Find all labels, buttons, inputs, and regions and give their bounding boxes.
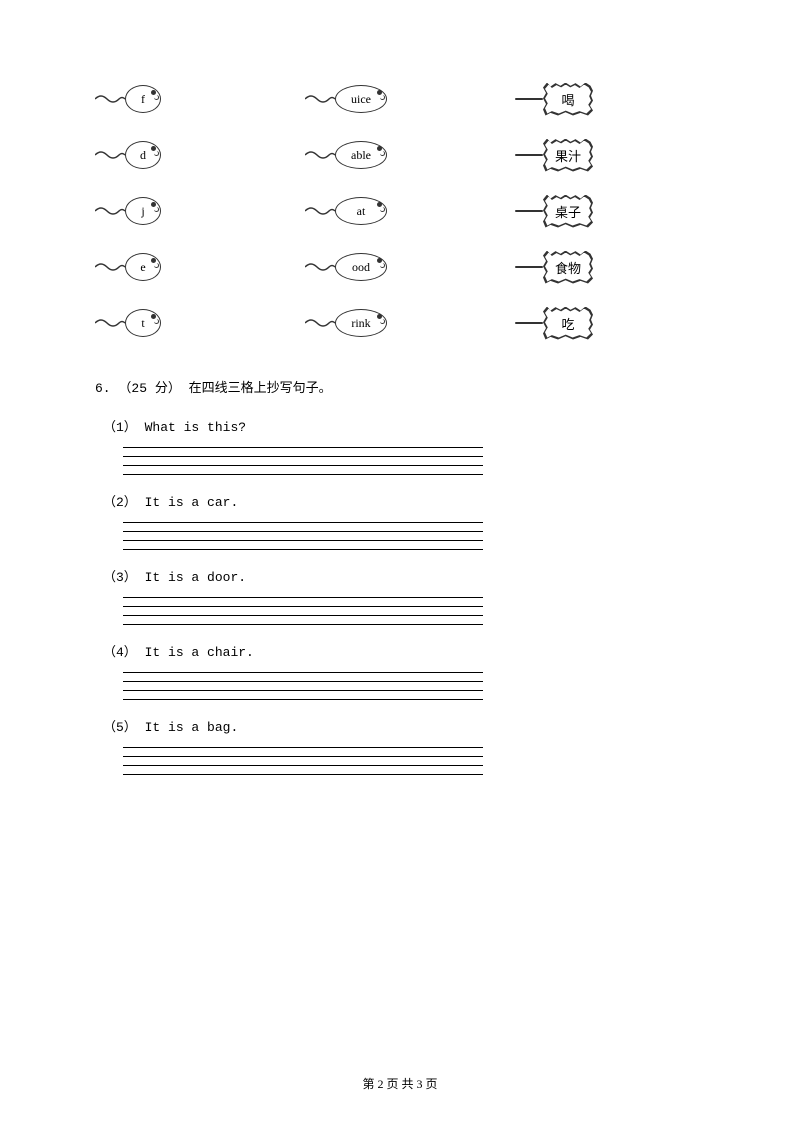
- tadpole-col2-row3: at: [305, 192, 495, 230]
- tadpole-text: j: [141, 204, 144, 219]
- question-instruction: 在四线三格上抄写句子。: [189, 381, 332, 396]
- tadpole-text: able: [351, 148, 371, 163]
- question-points: （25 分）: [118, 381, 180, 396]
- matching-exercise: f uice 喝 d able 果汁 j: [95, 80, 705, 342]
- leaf-row5: 吃: [515, 304, 705, 342]
- sub-question-3: （3） It is a door.: [95, 566, 705, 625]
- leaf-text: 喝: [545, 85, 591, 114]
- leaf-row4: 食物: [515, 248, 705, 286]
- tadpole-text: t: [141, 316, 144, 331]
- sub-question-5: （5） It is a bag.: [95, 716, 705, 775]
- tadpole-col2-row5: rink: [305, 304, 495, 342]
- tadpole-text: f: [141, 92, 145, 107]
- tadpole-text: at: [357, 204, 366, 219]
- question-6-header: 6. （25 分） 在四线三格上抄写句子。: [95, 377, 705, 396]
- leaf-text: 果汁: [545, 141, 591, 170]
- writing-lines: [123, 522, 483, 550]
- tadpole-col2-row1: uice: [305, 80, 495, 118]
- writing-lines: [123, 672, 483, 700]
- leaf-row3: 桌子: [515, 192, 705, 230]
- leaf-text: 吃: [545, 309, 591, 338]
- sub-number: （2）: [103, 495, 137, 510]
- sub-sentence: What is this?: [145, 420, 246, 435]
- tadpole-text: uice: [351, 92, 371, 107]
- sub-question-4: （4） It is a chair.: [95, 641, 705, 700]
- tadpole-col2-row2: able: [305, 136, 495, 174]
- tadpole-text: e: [140, 260, 145, 275]
- question-number: 6.: [95, 381, 111, 396]
- writing-lines: [123, 447, 483, 475]
- tadpole-text: rink: [351, 316, 370, 331]
- tadpole-col1-row1: f: [95, 80, 285, 118]
- sub-number: （3）: [103, 570, 137, 585]
- page-number: 第 2 页 共 3 页: [362, 1077, 437, 1091]
- tadpole-col1-row3: j: [95, 192, 285, 230]
- sub-sentence: It is a door.: [145, 570, 246, 585]
- leaf-text: 桌子: [545, 197, 591, 226]
- leaf-row1: 喝: [515, 80, 705, 118]
- leaf-text: 食物: [545, 253, 591, 282]
- tadpole-text: ood: [352, 260, 370, 275]
- sub-question-1: （1） What is this?: [95, 416, 705, 475]
- leaf-row2: 果汁: [515, 136, 705, 174]
- tadpole-col2-row4: ood: [305, 248, 495, 286]
- tadpole-col1-row5: t: [95, 304, 285, 342]
- sub-number: （1）: [103, 420, 137, 435]
- sub-number: （4）: [103, 645, 137, 660]
- sub-number: （5）: [103, 720, 137, 735]
- tadpole-col1-row2: d: [95, 136, 285, 174]
- sub-question-2: （2） It is a car.: [95, 491, 705, 550]
- writing-lines: [123, 597, 483, 625]
- sub-sentence: It is a car.: [145, 495, 239, 510]
- writing-lines: [123, 747, 483, 775]
- sub-sentence: It is a chair.: [145, 645, 254, 660]
- page-footer: 第 2 页 共 3 页: [0, 1075, 800, 1092]
- sub-sentence: It is a bag.: [145, 720, 239, 735]
- tadpole-text: d: [140, 148, 146, 163]
- tadpole-col1-row4: e: [95, 248, 285, 286]
